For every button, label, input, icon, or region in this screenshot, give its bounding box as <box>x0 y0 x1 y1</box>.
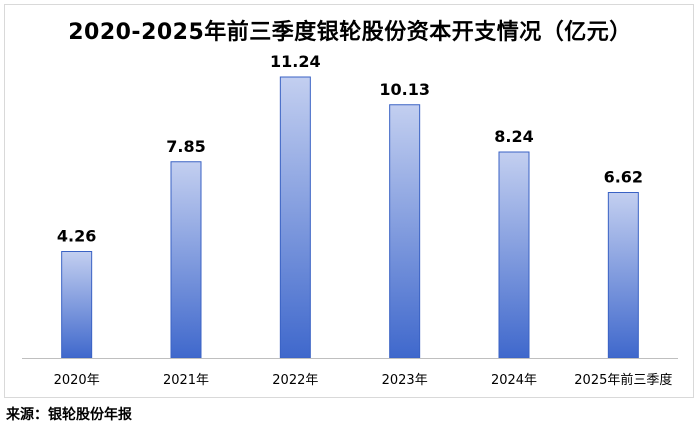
bar-2 <box>280 77 310 358</box>
data-label-3: 10.13 <box>379 80 430 99</box>
bars-layer: 4.26 7.85 11.24 10.13 8.24 6.62 <box>57 52 643 358</box>
x-tick-label-4: 2024年 <box>491 373 537 388</box>
x-tick-label-0: 2020年 <box>54 373 100 388</box>
x-tick-label-1: 2021年 <box>163 373 209 388</box>
bar-3 <box>390 105 420 358</box>
bar-4 <box>499 152 529 358</box>
bar-0 <box>62 252 92 359</box>
data-label-1: 7.85 <box>166 137 205 156</box>
x-tick-labels: 2020年 2021年 2022年 2023年 2024年 2025年前三季度 <box>54 372 673 388</box>
x-tick-label-3: 2023年 <box>382 373 428 388</box>
data-label-0: 4.26 <box>57 227 96 246</box>
x-tick-label-2: 2022年 <box>272 373 318 388</box>
data-label-4: 8.24 <box>494 127 533 146</box>
data-label-2: 11.24 <box>270 52 321 71</box>
bar-5 <box>608 193 638 359</box>
data-label-5: 6.62 <box>604 168 643 187</box>
source-note: 来源：银轮股份年报 <box>6 404 132 424</box>
bar-1 <box>171 162 201 358</box>
x-tick-label-5: 2025年前三季度 <box>574 372 672 388</box>
